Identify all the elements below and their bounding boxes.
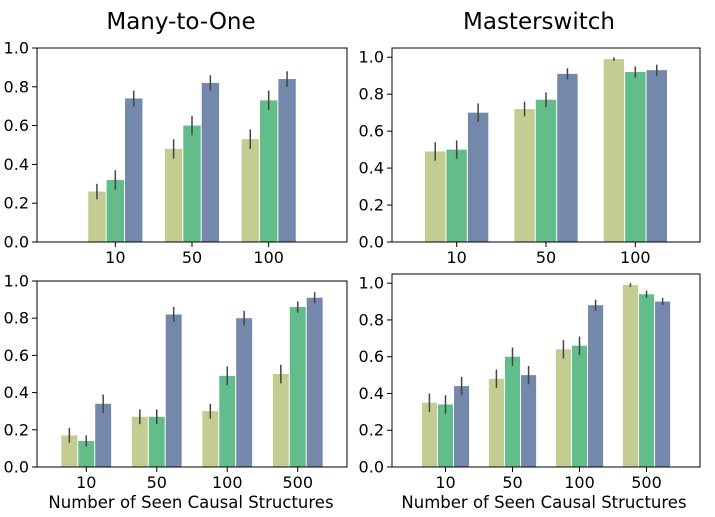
bar-4-10-s3: [454, 386, 470, 467]
bar-2-10-s1: [425, 151, 446, 242]
y-tick-label: 0.4: [359, 159, 384, 178]
y-tick-label: 1.0: [359, 48, 384, 67]
y-tick-label: 0.6: [4, 346, 29, 365]
y-tick-label: 0.2: [4, 194, 29, 213]
bar-1-100-s1: [241, 139, 259, 242]
y-tick-label: 0.6: [4, 116, 29, 135]
column-title-right: Masterswitch: [463, 9, 615, 35]
bar-4-10-s2: [437, 404, 454, 467]
y-tick-label: 0.6: [359, 347, 384, 366]
y-tick-label: 1.0: [4, 272, 29, 291]
x-tick-label: 100: [253, 248, 284, 267]
subplot-4: 10 50 100 500 0.0 0.2 0.4 0.6 0.8 1.0: [359, 273, 701, 492]
x-axis-label-right: Number of Seen Causal Structures: [401, 493, 686, 512]
bar-4-100-s3: [588, 305, 604, 467]
axes-frame: [36, 47, 348, 243]
plot-area: 10 50 100 0.0 0.2 0.4 0.6 0.8 1.0 10 50 100 0.0 0.2 0.…: [4, 39, 701, 492]
subplot-3: 10 50 100 500 0.0 0.2 0.4 0.6 0.8 1.0: [4, 272, 348, 492]
y-tick-label: 0.8: [359, 310, 384, 329]
y-tick-label: 0.0: [359, 233, 384, 252]
x-tick-label: 100: [620, 248, 651, 267]
y-tick-label: 0.4: [4, 155, 29, 174]
bar-1-50-s3: [201, 82, 220, 242]
x-tick-label: 50: [147, 473, 167, 492]
bar-1-10-s3: [125, 98, 143, 242]
bar-3-50-s2: [148, 416, 165, 467]
bar-4-50-s3: [521, 375, 537, 467]
bar-3-100-s2: [219, 375, 236, 467]
bar-3-10-s3: [95, 403, 112, 467]
bar-4-500-s3: [655, 301, 671, 467]
y-tick-label: 0.2: [4, 420, 29, 439]
bar-2-50-s1: [514, 108, 535, 242]
y-tick-label: 0.8: [4, 77, 29, 96]
bar-4-10-s1: [421, 402, 437, 467]
bar-1-100-s2: [259, 100, 278, 242]
bar-3-500-s2: [289, 307, 306, 467]
y-tick-label: 0.0: [4, 233, 29, 252]
y-tick-label: 0.0: [359, 458, 384, 477]
bar-2-10-s2: [446, 149, 467, 242]
axes-frame: [391, 273, 701, 468]
bar-1-50-s2: [183, 125, 201, 242]
y-tick-label: 1.0: [4, 39, 29, 58]
subplot-1: 10 50 100 0.0 0.2 0.4 0.6 0.8 1.0: [4, 39, 348, 267]
bar-1-100-s3: [278, 79, 296, 242]
bar-1-10-s1: [88, 191, 106, 242]
bar-4-500-s1: [622, 285, 638, 467]
bar-3-10-s1: [61, 435, 78, 467]
x-tick-label: 500: [282, 473, 313, 492]
bar-3-100-s3: [236, 318, 253, 467]
y-tick-label: 0.2: [359, 421, 384, 440]
bar-1-50-s1: [164, 148, 183, 242]
y-tick-label: 0.2: [359, 196, 384, 215]
y-tick-label: 0.0: [4, 458, 29, 477]
x-tick-label: 10: [105, 248, 125, 267]
y-tick-label: 0.8: [4, 309, 29, 328]
y-tick-label: 1.0: [359, 274, 384, 293]
x-tick-label: 50: [502, 473, 522, 492]
bar-1-10-s2: [106, 179, 125, 242]
bar-2-100-s2: [625, 72, 646, 243]
axes-frame: [391, 47, 701, 243]
subplot-2: 10 50 100 0.0 0.2 0.4 0.6 0.8 1.0: [359, 47, 701, 267]
x-tick-label: 100: [212, 473, 243, 492]
y-tick-label: 0.8: [359, 85, 384, 104]
y-tick-label: 0.6: [359, 122, 384, 141]
bar-3-50-s1: [131, 416, 148, 467]
bar-4-100-s2: [571, 345, 588, 467]
x-tick-label: 100: [564, 473, 595, 492]
x-tick-label: 10: [446, 248, 466, 267]
bar-2-10-s3: [467, 112, 489, 242]
axes-frame: [36, 280, 348, 468]
column-title-left: Many-to-One: [106, 9, 255, 35]
x-tick-label: 10: [76, 473, 96, 492]
bar-3-10-s2: [78, 440, 95, 467]
bar-3-100-s1: [202, 411, 219, 467]
bar-2-100-s3: [646, 70, 667, 242]
bar-3-50-s3: [165, 314, 182, 467]
x-tick-label: 50: [182, 248, 202, 267]
bar-4-50-s2: [504, 356, 521, 467]
bar-2-50-s3: [557, 73, 578, 243]
y-tick-label: 0.4: [359, 384, 384, 403]
y-tick-label: 0.4: [4, 383, 29, 402]
x-axis-label-left: Number of Seen Causal Structures: [48, 493, 333, 512]
bar-4-50-s1: [488, 378, 504, 467]
bar-4-500-s2: [638, 294, 655, 467]
x-tick-label: 10: [435, 473, 455, 492]
bar-3-500-s3: [306, 297, 323, 467]
bar-2-100-s1: [603, 59, 625, 243]
bar-3-500-s1: [272, 374, 289, 467]
x-tick-label: 500: [631, 473, 662, 492]
bar-2-50-s2: [535, 99, 557, 242]
bar-4-100-s1: [555, 349, 571, 467]
x-tick-label: 50: [536, 248, 556, 267]
